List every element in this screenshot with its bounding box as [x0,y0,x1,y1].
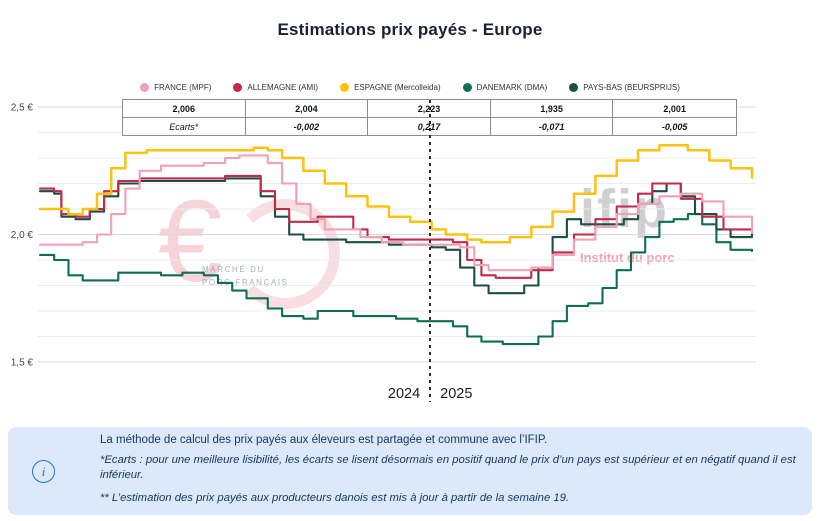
legend-item-paysbas[interactable]: PAYS-BAS (BEURSPRIJS) [569,83,680,92]
legend-item-france[interactable]: FRANCE (MPF) [140,83,211,92]
mpf-logo-ring-icon [230,199,340,309]
info-box: i La méthode de calcul des prix payés au… [8,427,812,515]
table-value-allemagne: 2,004 [245,100,369,118]
chart-legend: FRANCE (MPF) ALLEMAGNE (AMI) ESPAGNE (Me… [0,83,820,92]
table-ecarts-label: Ecarts* [123,118,246,135]
page-title: Estimations prix payés - Europe [277,20,543,39]
price-line-chart: 2,5 € 2,0 € 1,5 € [11,103,756,369]
legend-dot-espagne-icon [340,83,350,92]
table-ecart-danemark: -0,071 [491,118,614,135]
table-value-france: 2,006 [123,100,246,118]
legend-item-danemark[interactable]: DANEMARK (DMA) [462,83,548,92]
table-value-paysbas: 2,001 [613,100,736,118]
table-ecart-paysbas: -0,005 [661,121,688,132]
legend-dot-france-icon [140,83,150,92]
legend-dot-allemagne-icon [233,83,243,92]
table-ecart-allemagne: -0,002 [246,118,369,135]
info-texts: La méthode de calcul des prix payés aux … [100,434,808,504]
year-label-2024: 2024 [387,386,421,402]
legend-label-paysbas: PAYS-BAS (BEURSPRIJS) [583,83,680,92]
legend-item-allemagne[interactable]: ALLEMAGNE (AMI) [233,83,318,92]
ifip-subtitle: Institut du porc [580,250,675,265]
info-line3-danemark-note: ** L’estimation des prix payés aux produ… [100,491,570,504]
svg-text:2,0 €: 2,0 € [11,230,34,241]
legend-label-allemagne: ALLEMAGNE (AMI) [247,83,319,92]
info-icon[interactable]: i [32,460,55,483]
info-line2-ecarts-note: *Ecarts : pour une meilleure lisibilité,… [100,454,796,482]
legend-dot-paysbas-icon [569,83,579,92]
legend-item-espagne[interactable]: ESPAGNE (Mercolleida) [340,83,441,92]
legend-label-espagne: ESPAGNE (Mercolleida) [354,83,441,92]
year-label-2025: 2025 [440,386,473,402]
table-value-danemark: 1,935 [490,100,614,118]
legend-label-danemark: DANEMARK (DMA) [476,83,548,92]
svg-text:2,5 €: 2,5 € [11,103,34,114]
info-line1: La méthode de calcul des prix payés aux … [100,434,548,446]
mpf-watermark-line1: MARCHÉ DU [202,265,265,274]
legend-label-france: FRANCE (MPF) [154,83,212,92]
legend-dot-danemark-icon [462,83,472,92]
mpf-watermark-line2: PORC FRANÇAIS [202,278,289,287]
year-divider-line [429,100,432,402]
table-ecart-espagne: 0,217 [368,118,491,135]
euro-logo-icon: € [158,176,223,306]
svg-text:1,5 €: 1,5 € [11,358,34,369]
